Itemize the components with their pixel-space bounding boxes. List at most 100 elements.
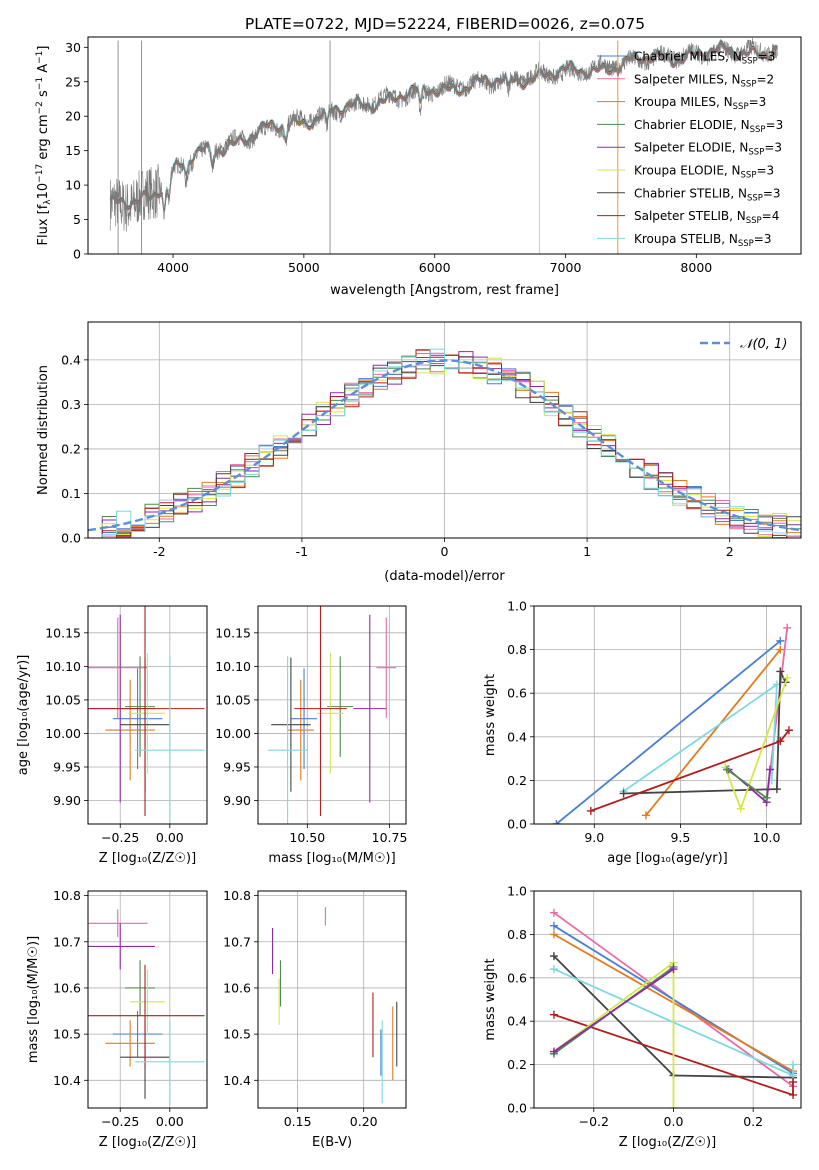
y-tick-label: 0.8 [507,927,527,942]
weight-marker [549,965,558,974]
age-vs-z-xlabel: Z [log₁₀(Z/Z☉)] [99,851,196,866]
residual-xlabel: (data-model)/error [384,569,505,584]
mass-vs-z: −0.25 0.00 10.4 10.5 10.6 10.7 10.8 Z [log₁₀(Z/… [26,888,208,1150]
y-tick-label: 0.2 [507,1057,527,1072]
mass-vs-ebv-plot-area [258,891,406,1108]
y-tick-label: 10.00 [45,726,81,741]
age-vs-z-plot-area [88,606,207,824]
x-tick-label: 4000 [157,260,189,275]
y-tick-label: 9.95 [223,759,251,774]
residual-axes-frame [87,321,802,539]
x-tick-label: 1 [583,544,591,559]
legend-entry: Salpeter MILES, NSSP=2 [634,72,774,89]
weight-marker [549,921,558,930]
y-tick-label: 0.3 [61,397,81,412]
mass-vs-ebv-frame [257,890,407,1109]
spectrum-observed-line [109,37,778,232]
legend-entry: Chabrier STELIB, NSSP=3 [634,186,781,203]
weight-marker [789,1077,798,1086]
y-tick-label: 0.2 [507,773,527,788]
age-vs-z-frame [87,605,208,825]
gaussian-curve [88,359,801,532]
legend-entry: Salpeter STELIB, NSSP=4 [634,209,779,226]
y-tick-label: 0.0 [61,531,81,546]
weight-vs-age-frame [533,605,802,825]
spectrum-axes-frame [87,36,802,255]
spectrum-axes: 4000 5000 6000 7000 8000 0 5 10 15 20 25 30 waveleng… [35,36,802,298]
weight-marker [586,806,595,815]
weight-marker [552,820,561,824]
x-tick-label: 0.00 [156,830,184,845]
mass-vs-z-frame [87,890,208,1109]
x-tick-label: 0.15 [284,1114,312,1129]
weight-vs-age: 9.0 9.5 10.0 0.0 0.2 0.4 0.6 0.8 1.0 age [log₁₀(a… [483,599,802,866]
x-tick-label: 6000 [419,260,451,275]
mass-vs-ebv-xlabel: E(B-V) [312,1135,352,1150]
weight-marker [789,1060,798,1069]
weight-marker [783,623,792,632]
y-tick-label: 10.15 [215,625,251,640]
y-tick-label: 10.00 [215,726,251,741]
weight-marker [549,1010,558,1019]
weight-line [623,671,787,795]
y-tick-label: 10.6 [53,980,81,995]
weight-vs-age-xlabel: age [log₁₀(age/yr)] [607,851,728,866]
weight-line [623,682,778,793]
y-tick-label: 0.1 [61,486,81,501]
weight-marker [783,673,792,682]
x-tick-label: 2 [726,544,734,559]
legend-entry: 𝒩(0, 1) [740,337,787,352]
weight-vs-z-plot-area [534,891,801,1108]
weight-marker [669,965,678,974]
y-tick-label: 10.8 [223,888,251,903]
y-tick-label: 9.90 [53,793,81,808]
weight-line [555,640,781,824]
legend-entry: Kroupa STELIB, NSSP=3 [634,232,772,249]
x-tick-label: 0.0 [664,1114,684,1129]
weight-vs-age-ylabel: mass weight [483,674,498,756]
y-tick-label: 10.05 [215,692,251,707]
y-tick-label: 10.8 [53,888,81,903]
spectrum-model-line [109,39,778,208]
x-tick-label: 0 [441,544,449,559]
residual-axes-plot-area [88,322,801,538]
mass-vs-z-plot-area [88,891,207,1108]
y-tick-label: 25 [65,74,81,89]
mass-vs-z-ylabel: mass [log₁₀(M/M☉)] [26,936,41,1063]
weight-marker [762,793,771,802]
y-tick-label: 30 [65,40,81,55]
y-tick-label: 10.10 [45,659,81,674]
age-vs-z-ylabel: age [log₁₀(age/yr)] [16,655,31,776]
y-tick-label: 9.95 [53,759,81,774]
y-tick-label: 0 [73,247,81,262]
weight-marker [765,765,774,774]
histogram-step [101,348,801,538]
x-tick-label: −0.25 [101,830,139,845]
residual-axes: -2 -1 0 1 2 0.0 0.1 0.2 0.3 0.4 (data-model)/error… [36,321,802,584]
y-tick-label: 0.0 [507,1101,527,1116]
x-tick-label: 8000 [680,260,712,275]
x-tick-label: 5000 [288,260,320,275]
y-tick-label: 10.4 [53,1073,81,1088]
weight-marker [549,1047,558,1056]
x-tick-label: 0.20 [350,1114,378,1129]
age-vs-mass-frame [257,605,407,825]
weight-marker [789,1090,798,1099]
y-tick-label: 1.0 [507,884,527,899]
y-tick-label: 0.4 [507,729,527,744]
y-tick-label: 0.4 [61,352,81,367]
residual-ylabel: Normed distribution [36,365,51,495]
legend-entry: Kroupa ELODIE, NSSP=3 [634,164,774,181]
weight-marker [776,667,785,676]
legend-entry: Kroupa MILES, NSSP=3 [634,95,766,112]
y-tick-label: 10.15 [45,625,81,640]
weight-marker [784,726,793,735]
weight-marker [736,804,745,813]
y-tick-label: 10.10 [215,659,251,674]
y-tick-label: 15 [65,143,81,158]
spectrum-legend: Chabrier MILES, NSSP=3 Salpeter MILES, NS… [597,50,783,249]
weight-marker [772,785,781,794]
weight-marker [776,737,785,746]
legend-entry: Salpeter ELODIE, NSSP=3 [634,141,782,158]
